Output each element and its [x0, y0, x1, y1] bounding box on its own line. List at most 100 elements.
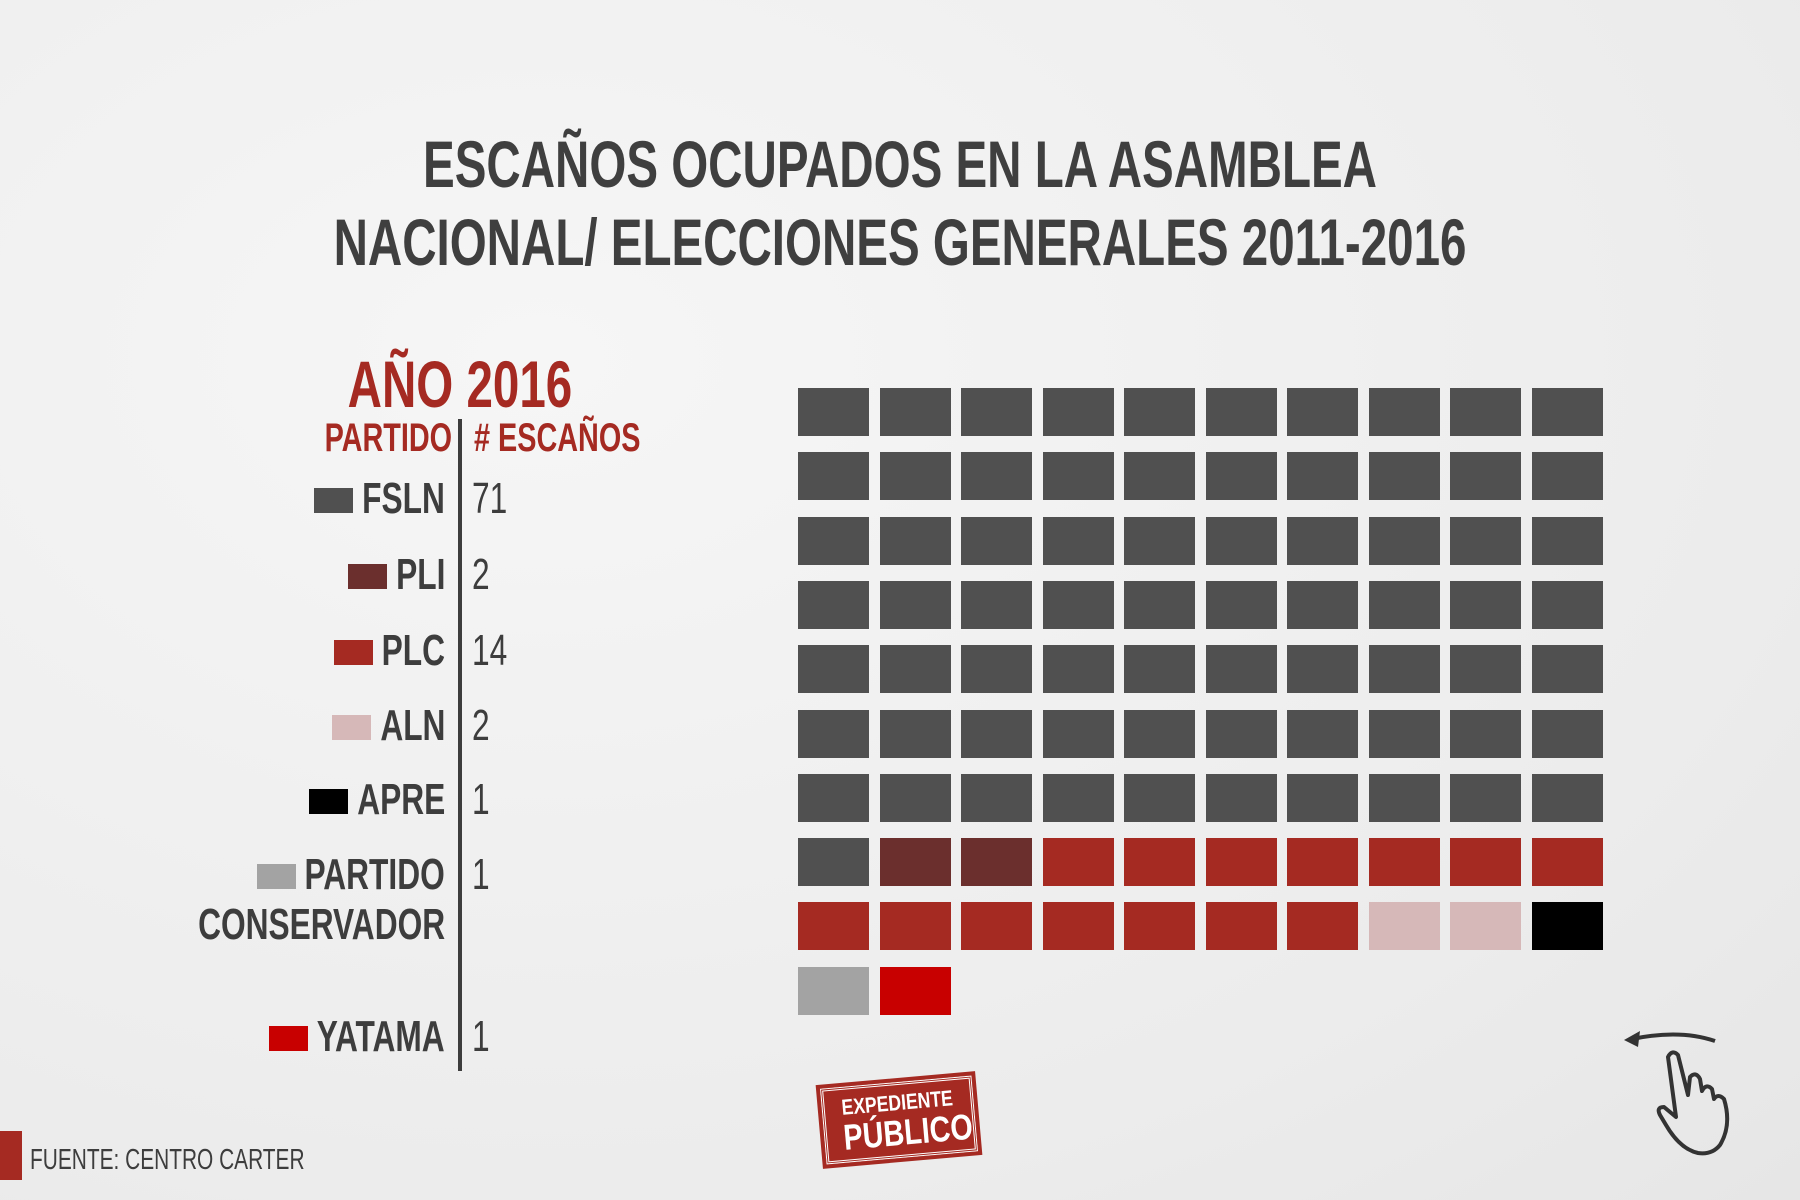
legend-label-plc: PLC — [357, 626, 445, 676]
seat-count-value: 1 — [472, 775, 490, 824]
seat-count: 1 — [472, 1012, 496, 1062]
seat-cell-fsln — [798, 388, 869, 436]
seat-cell-apre — [1531, 902, 1603, 951]
seat-cell-partido-conservador — [798, 966, 869, 1015]
seat-cell-fsln — [961, 709, 1032, 758]
seat-cell-fsln — [1531, 580, 1603, 629]
seat-cell-fsln — [798, 645, 869, 694]
seat-cell-fsln — [1042, 773, 1114, 822]
seat-count: 1 — [472, 775, 496, 825]
seat-count: 71 — [472, 474, 521, 524]
seat-cell-fsln — [1368, 452, 1440, 501]
seat-cell-fsln — [1531, 709, 1603, 758]
seat-cell-plc — [1287, 902, 1358, 951]
party-name: PARTIDO — [304, 850, 445, 899]
seat-cell-fsln — [1531, 516, 1603, 565]
seat-cell-fsln — [1205, 773, 1277, 822]
seat-cell-pli — [879, 838, 951, 887]
legend-swatch — [308, 789, 348, 814]
seat-cell-fsln — [1287, 773, 1358, 822]
seat-cell-fsln — [879, 645, 951, 694]
seat-cell-fsln — [798, 580, 869, 629]
seat-count-value: 2 — [472, 550, 490, 599]
legend-swatch — [333, 640, 373, 665]
seat-cell-fsln — [961, 388, 1032, 436]
legend-swatch — [331, 715, 371, 740]
seat-cell-fsln — [1450, 709, 1521, 758]
seats-header: # ESCAÑOS — [474, 416, 641, 460]
seat-cell-plc — [1287, 838, 1358, 887]
seat-cell-fsln — [1042, 580, 1114, 629]
seat-cell-fsln — [1531, 388, 1603, 436]
seat-cell-fsln — [1368, 645, 1440, 694]
chart-title: ESCAÑOS OCUPADOS EN LA ASAMBLEA NACIONAL… — [0, 125, 1800, 281]
seat-cell-yatama — [879, 966, 951, 1015]
legend-label-yatama: YATAMA — [267, 1012, 445, 1062]
seat-cell-fsln — [1042, 709, 1114, 758]
seat-cell-fsln — [1042, 452, 1114, 501]
legend-swatch — [314, 488, 354, 513]
divider-line — [458, 419, 462, 1071]
seat-cell-plc — [1042, 902, 1114, 951]
seat-cell-fsln — [1124, 516, 1195, 565]
seat-cell-fsln — [1205, 580, 1277, 629]
seat-cell-fsln — [798, 452, 869, 501]
seat-cell-plc — [1368, 838, 1440, 887]
year-label: AÑO 2016 — [347, 347, 573, 421]
legend-swatch — [347, 564, 387, 589]
seat-cell-fsln — [1124, 709, 1195, 758]
legend-label-fsln: FSLN — [330, 474, 445, 524]
seat-cell-fsln — [798, 838, 869, 887]
seat-cell-aln — [1368, 902, 1440, 951]
seat-cell-fsln — [879, 773, 951, 822]
seat-cell-fsln — [1124, 773, 1195, 822]
seat-cell-fsln — [879, 580, 951, 629]
legend-label-apre: APRE — [323, 775, 445, 825]
seat-count-value: 1 — [472, 850, 490, 899]
seat-count: 2 — [472, 550, 496, 600]
party-header: PARTIDO — [324, 416, 452, 460]
seat-cell-fsln — [879, 388, 951, 436]
legend-swatch — [256, 864, 296, 889]
seat-cell-fsln — [1042, 645, 1114, 694]
seat-cell-fsln — [798, 773, 869, 822]
seat-cell-plc — [961, 902, 1032, 951]
seat-cell-fsln — [1531, 645, 1603, 694]
seat-count-value: 2 — [472, 701, 490, 750]
seat-cell-fsln — [1450, 452, 1521, 501]
seat-cell-fsln — [879, 516, 951, 565]
party-name: APRE — [356, 775, 445, 824]
title-line-1: ESCAÑOS OCUPADOS EN LA ASAMBLEA — [423, 127, 1377, 201]
seat-cell-fsln — [1124, 645, 1195, 694]
seat-cell-fsln — [1205, 645, 1277, 694]
seat-cell-plc — [1205, 838, 1277, 887]
party-name: ALN — [379, 701, 445, 750]
legend-label-aln: ALN — [355, 701, 445, 751]
seat-cell-fsln — [1450, 645, 1521, 694]
seat-cell-fsln — [1205, 709, 1277, 758]
seat-cell-fsln — [1205, 388, 1277, 436]
seat-cell-fsln — [1124, 580, 1195, 629]
seat-cell-pli — [961, 838, 1032, 887]
seat-cell-fsln — [1368, 580, 1440, 629]
seat-cell-fsln — [1368, 709, 1440, 758]
seat-cell-fsln — [961, 773, 1032, 822]
seat-count-value: 1 — [472, 1012, 490, 1061]
seat-count: 2 — [472, 701, 496, 751]
seat-cell-fsln — [1287, 580, 1358, 629]
seat-cell-fsln — [1042, 388, 1114, 436]
seat-cell-fsln — [1124, 452, 1195, 501]
seat-cell-plc — [1531, 838, 1603, 887]
seat-cell-fsln — [1042, 516, 1114, 565]
title-line-2: NACIONAL/ ELECCIONES GENERALES 2011-2016 — [333, 205, 1467, 279]
seat-cell-fsln — [879, 709, 951, 758]
source-note: FUENTE: CENTRO CARTER — [30, 1144, 305, 1176]
seat-cell-fsln — [879, 452, 951, 501]
source-accent-bar — [0, 1131, 22, 1180]
seat-count-value: 14 — [472, 626, 508, 675]
seat-cell-fsln — [961, 645, 1032, 694]
seat-cell-fsln — [1450, 516, 1521, 565]
seat-cell-fsln — [1287, 516, 1358, 565]
seat-cell-plc — [1042, 838, 1114, 887]
party-name-line2: CONSERVADOR — [197, 900, 445, 949]
